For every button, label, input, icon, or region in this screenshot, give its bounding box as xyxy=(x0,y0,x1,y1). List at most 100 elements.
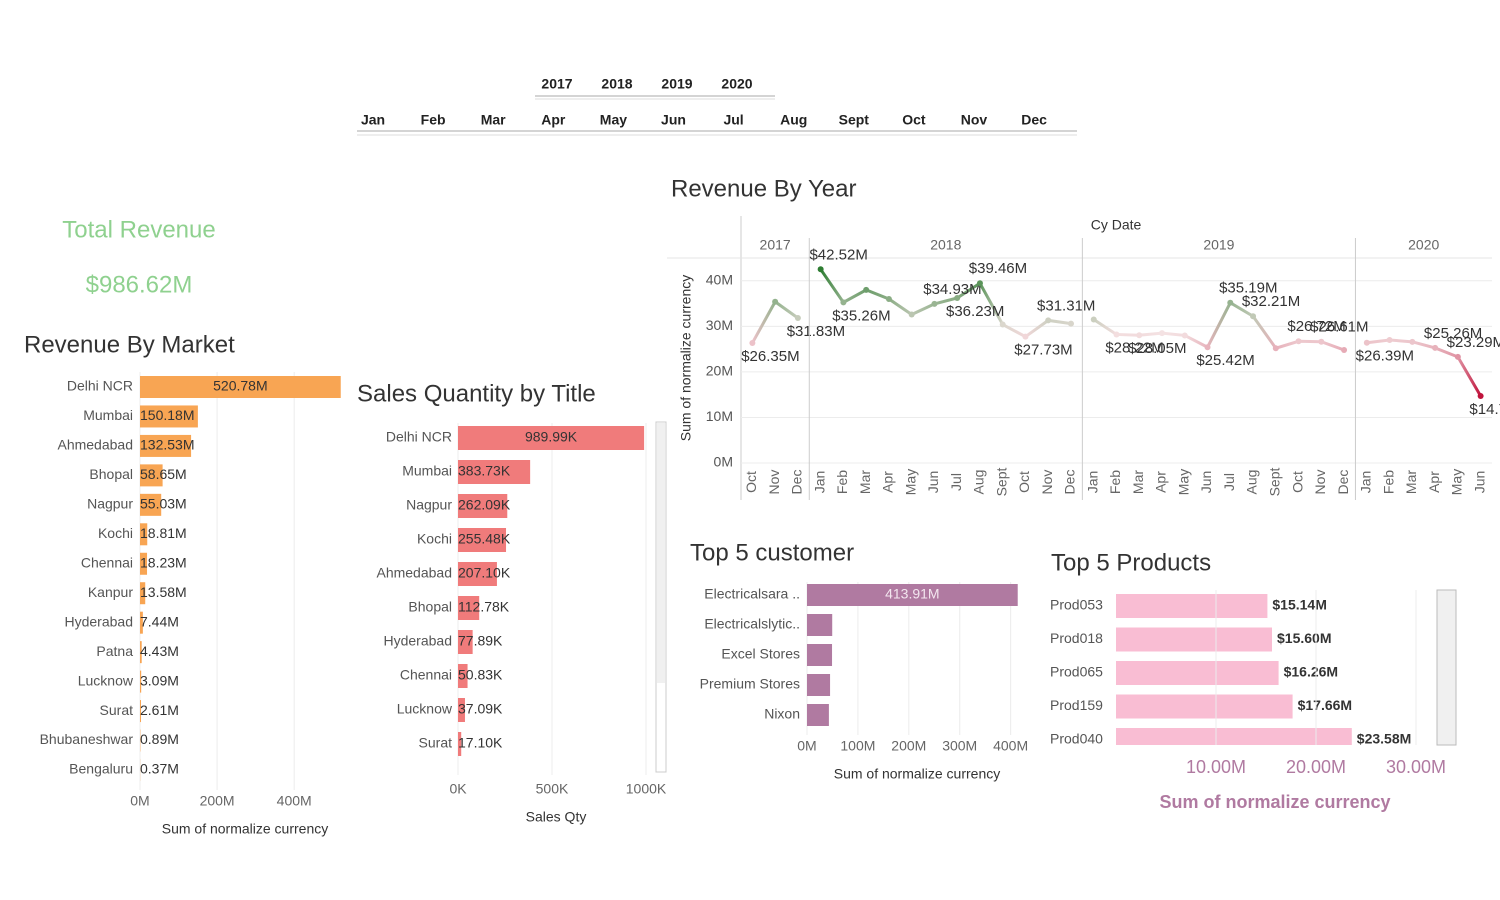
point xyxy=(749,339,756,346)
point xyxy=(1022,333,1029,340)
bar xyxy=(140,493,162,516)
x-tick-label: 30.00M xyxy=(1386,757,1446,777)
point xyxy=(931,300,938,307)
value-label: 520.78M xyxy=(213,378,267,394)
bar xyxy=(458,562,497,586)
x-tick-label: Jul xyxy=(1221,473,1237,491)
category-label: Bhopal xyxy=(89,466,133,482)
month-filter[interactable]: Jul xyxy=(723,112,743,128)
year-filter[interactable]: 2017 xyxy=(541,76,572,92)
value-label: $42.52M xyxy=(809,246,867,263)
point xyxy=(840,299,847,306)
x-tick-label: Jan xyxy=(1084,471,1100,494)
scrollbar[interactable] xyxy=(1436,589,1457,746)
point xyxy=(1363,339,1370,346)
x-tick-label: Nov xyxy=(1312,470,1328,495)
category-label: Bhopal xyxy=(408,599,452,615)
month-filter[interactable]: Nov xyxy=(961,112,988,128)
category-label: Bengaluru xyxy=(69,761,133,777)
x-tick-label: Sept xyxy=(1267,467,1283,496)
point xyxy=(1341,347,1348,354)
bar xyxy=(140,405,198,428)
pane-label: 2017 xyxy=(760,237,791,253)
month-filter[interactable]: Mar xyxy=(481,112,506,128)
scrollbar-thumb[interactable] xyxy=(657,423,665,683)
month-filter[interactable]: Sept xyxy=(839,112,870,128)
bar xyxy=(807,644,833,666)
point xyxy=(1409,338,1416,345)
x-tick-label: Oct xyxy=(743,471,759,493)
x-tick-label: Aug xyxy=(971,470,987,495)
x-tick-label: Sept xyxy=(993,467,1009,496)
y-tick-label: 30M xyxy=(706,317,733,333)
category-label: Kochi xyxy=(98,525,133,541)
value-label: 18.23M xyxy=(140,554,187,570)
y-tick-label: 20M xyxy=(706,363,733,379)
value-label: $34.93M xyxy=(923,281,981,298)
point xyxy=(1204,344,1211,351)
month-filter[interactable]: May xyxy=(600,112,627,128)
x-tick-label: Feb xyxy=(1107,470,1123,494)
year-filter[interactable]: 2019 xyxy=(661,76,692,92)
category-label: Electricalslytic.. xyxy=(704,616,800,632)
value-label: $28.05M xyxy=(1128,340,1186,357)
line xyxy=(1366,338,1482,397)
month-filter[interactable]: Jan xyxy=(361,112,385,128)
x-axis-title: Sum of normalize currency xyxy=(162,821,329,837)
value-label: 413.91M xyxy=(885,586,939,602)
y-tick-label: 10M xyxy=(706,408,733,424)
chart-title: Top 5 Products xyxy=(1051,549,1211,576)
category-label: Ahmedabad xyxy=(57,437,133,453)
category-label: Nagpur xyxy=(406,497,452,513)
category-label: Excel Stores xyxy=(721,646,800,662)
point xyxy=(1181,332,1188,339)
category-label: Hyderabad xyxy=(384,633,453,649)
x-tick-label: Mar xyxy=(857,470,873,494)
bar xyxy=(1116,694,1293,719)
point xyxy=(999,321,1006,328)
value-label: 77.89K xyxy=(458,633,503,649)
point xyxy=(908,311,915,318)
category-label: Prod040 xyxy=(1050,731,1103,747)
value-label: $15.60M xyxy=(1277,630,1331,646)
line xyxy=(819,268,1072,339)
x-tick-label: Jun xyxy=(1198,471,1214,494)
year-filter[interactable]: 2020 xyxy=(721,76,752,92)
month-filter[interactable]: Feb xyxy=(421,112,446,128)
month-filter[interactable]: Apr xyxy=(541,112,566,128)
category-label: Mumbai xyxy=(402,463,452,479)
point xyxy=(1136,332,1143,339)
point xyxy=(817,266,824,273)
value-label: 3.09M xyxy=(140,672,179,688)
value-label: $14.71M xyxy=(1469,401,1500,418)
pane-label: 2018 xyxy=(930,237,961,253)
bar xyxy=(140,552,148,575)
x-tick-label: 400M xyxy=(277,793,312,809)
month-filter[interactable]: Dec xyxy=(1021,112,1047,128)
bar xyxy=(807,584,1018,606)
y-tick-label: 40M xyxy=(706,271,733,287)
category-label: Chennai xyxy=(81,554,133,570)
year-filter[interactable]: 2018 xyxy=(601,76,632,92)
value-label: 55.03M xyxy=(140,496,187,512)
y-tick-label: 0M xyxy=(714,454,733,470)
value-label: $25.26M xyxy=(1424,325,1482,342)
x-tick-label: Feb xyxy=(834,470,850,494)
point xyxy=(794,314,801,321)
value-label: 207.10K xyxy=(458,565,511,581)
x-tick-label: 0M xyxy=(797,738,816,754)
category-label: Prod018 xyxy=(1050,630,1103,646)
chart-title: Revenue By Market xyxy=(24,331,235,358)
x-tick-label: Jan xyxy=(1358,471,1374,494)
value-label: 13.58M xyxy=(140,584,187,600)
bar xyxy=(458,596,480,620)
point xyxy=(1272,345,1279,352)
x-tick-label: May xyxy=(1449,469,1465,495)
month-filter[interactable]: Oct xyxy=(902,112,926,128)
value-label: $27.73M xyxy=(1014,342,1072,359)
month-filter[interactable]: Jun xyxy=(661,112,686,128)
x-tick-label: Dec xyxy=(1062,470,1078,495)
month-filter[interactable]: Aug xyxy=(780,112,807,128)
point xyxy=(1250,313,1257,320)
